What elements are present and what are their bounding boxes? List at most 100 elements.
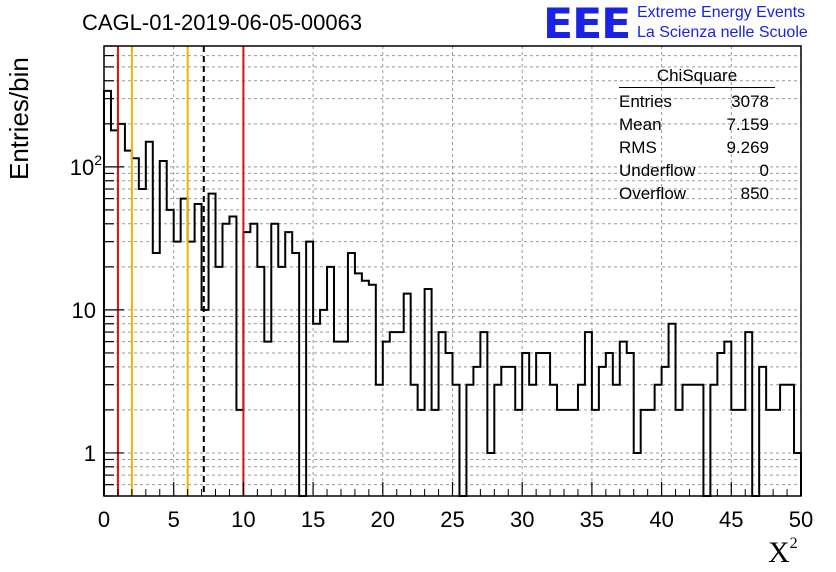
histogram-bin [174,242,181,496]
stats-label: Underflow [619,161,696,180]
histogram-bin [676,410,683,496]
stats-row: Entries 3078 [611,92,777,115]
histogram-bin [222,224,229,496]
histogram-bin [696,385,703,496]
histogram-bin [181,199,188,496]
histogram-bin [550,385,557,496]
stats-value: 3078 [731,92,769,111]
eee-logo: EEE [543,0,631,48]
stats-label: Overflow [619,184,687,203]
histogram-bin [160,161,167,496]
stats-row: Mean 7.159 [611,115,777,138]
histogram-bin [132,158,139,496]
stats-box: ChiSquare Entries 3078 Mean 7.159 RMS 9.269… [611,66,777,207]
histogram-bin [794,453,801,496]
histogram-bin [153,253,160,496]
histogram-outline [103,89,802,497]
chart-title: CAGL-01-2019-06-05-00063 [82,10,363,35]
stats-row: Overflow 850 [611,184,777,207]
x-tick-label: 25 [440,507,464,532]
histogram-bin [104,91,111,496]
histogram-bin [264,342,271,496]
logo-line-1: Extreme Energy Events [637,4,806,21]
stats-label: Mean [619,115,662,134]
histogram-bin [592,410,599,496]
histogram-bin [216,267,223,496]
x-axis-label: X2 [768,535,798,570]
histogram-bin [313,324,320,496]
x-tick-label: 20 [371,507,395,532]
histogram-bin [515,410,522,496]
histogram-bin [111,130,118,496]
stats-value: 7.159 [726,115,769,134]
x-tick-label: 10 [231,507,255,532]
histogram-bin [439,332,446,496]
histogram-bin [557,410,564,496]
stats-value: 0 [759,161,769,180]
histogram-bin [578,385,585,496]
y-tick-base: 10 [70,155,94,180]
histogram-bin [376,385,383,496]
histogram-bin [202,310,209,496]
histogram-bin [620,342,627,496]
histogram-bin [327,267,334,496]
stats-row: Underflow 0 [611,161,777,184]
stats-row: RMS 9.269 [611,138,777,161]
histogram-bin [195,204,202,496]
histogram-bin [766,410,773,496]
histogram-bin [529,385,536,496]
histogram-bin [585,332,592,496]
histogram-bin [292,253,299,496]
histogram-bin [738,410,745,496]
histogram-bin [466,385,473,496]
histogram-bin [125,151,132,496]
histogram-bin [285,232,292,496]
stats-label: Entries [619,92,672,111]
histogram-bin [655,385,662,496]
histogram-bin [508,367,515,496]
histogram-bin [487,453,494,496]
histogram-bin [383,342,390,496]
x-tick-label: 15 [301,507,325,532]
y-tick-label: 102 [70,152,102,180]
histogram-bin [522,353,529,496]
y-tick-label: 1 [84,441,96,466]
histogram-bin [236,410,243,496]
histogram-bin [362,281,369,496]
histogram-bin [418,410,425,496]
histogram-bin [627,353,634,496]
histogram-bin [724,342,731,496]
histogram-bin [641,410,648,496]
histogram-bin [446,353,453,496]
histogram-bin [341,342,348,496]
x-axis-label-base: X [768,536,790,569]
histogram-bin [397,332,404,496]
histogram-bin [167,210,174,496]
stats-title: ChiSquare [619,66,775,88]
histogram-bin [634,453,641,496]
histogram-bin [662,367,669,496]
histogram-bin [404,294,411,496]
histogram-bin [278,267,285,496]
histogram-bin [146,142,153,496]
histogram-bin [717,353,724,496]
histogram-bin [536,353,543,496]
histogram-bin [425,289,432,496]
x-tick-label: 0 [98,507,110,532]
histogram-bin [369,285,376,496]
histogram-bin [564,410,571,496]
histogram-bin [250,224,257,496]
histogram-bin [571,410,578,496]
histogram-bin [787,385,794,496]
histogram-bin [731,410,738,496]
x-tick-labels: 0 5 10 15 20 25 30 35 40 45 50 [98,507,813,532]
x-tick-label: 30 [510,507,534,532]
histogram-bin [243,232,250,496]
histogram-bin [432,410,439,496]
y-tick-label: 10 [72,298,96,323]
x-tick-label: 40 [649,507,673,532]
reference-lines [116,46,245,496]
histogram-bin [480,332,487,496]
axis-ticks [103,45,802,497]
